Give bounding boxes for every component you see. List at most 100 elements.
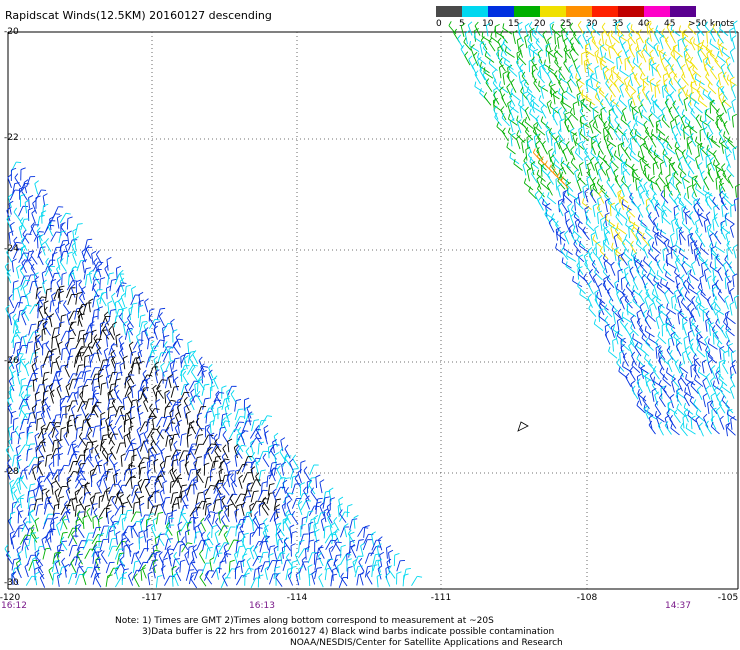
wind-barb	[646, 75, 657, 87]
wind-barb	[538, 95, 548, 108]
wind-barb	[70, 405, 76, 420]
wind-barb	[597, 196, 603, 211]
wind-barb	[32, 556, 38, 571]
wind-barb	[575, 73, 585, 85]
wind-barb	[233, 421, 245, 433]
wind-barb	[640, 109, 651, 122]
time-label: 16:12	[1, 601, 27, 611]
wind-barb	[234, 565, 241, 580]
wind-barb	[98, 532, 105, 546]
wind-barb	[673, 409, 681, 424]
wind-barb	[291, 510, 299, 525]
wind-barb	[190, 558, 198, 572]
wind-barb	[20, 275, 30, 287]
wind-barb	[270, 467, 276, 482]
wind-barb	[45, 238, 52, 252]
wind-barb	[508, 114, 518, 126]
wind-barb	[695, 219, 700, 234]
wind-barb	[138, 461, 145, 475]
wind-barb	[154, 361, 160, 376]
wind-barb	[38, 444, 45, 459]
wind-barb	[710, 365, 716, 380]
wind-barb	[658, 379, 667, 393]
wind-barb	[592, 121, 602, 134]
wind-barb	[631, 105, 637, 120]
wind-barb	[629, 135, 635, 150]
wind-barb	[131, 384, 137, 399]
wind-barb	[65, 508, 71, 523]
wind-barb	[49, 213, 61, 224]
time-label: 14:37	[665, 601, 691, 611]
wind-barb	[718, 373, 728, 387]
wind-barb	[702, 56, 708, 71]
wind-barb	[596, 178, 606, 192]
wind-barb	[129, 350, 137, 364]
wind-barb	[107, 545, 118, 557]
wind-barb	[307, 539, 315, 553]
wind-barb	[165, 434, 173, 447]
wind-barb	[598, 38, 608, 52]
wind-barb	[177, 419, 183, 434]
wind-barb	[11, 370, 17, 385]
wind-barb	[12, 320, 20, 334]
wind-barb	[695, 184, 705, 196]
wind-barb	[221, 474, 230, 487]
wind-barb	[37, 319, 44, 333]
wind-barb	[115, 265, 122, 280]
wind-barb	[635, 44, 643, 59]
wind-barb	[172, 369, 178, 384]
wind-barb	[81, 286, 86, 301]
wind-barb	[558, 202, 564, 217]
wind-barb	[86, 507, 92, 522]
wind-barb	[26, 176, 36, 188]
wind-barb	[82, 492, 91, 504]
wind-barb	[123, 418, 130, 433]
wind-barb	[386, 558, 392, 573]
wind-barb	[214, 530, 220, 545]
wind-barb	[628, 43, 635, 58]
wind-barb	[472, 62, 478, 77]
wind-barb	[31, 404, 37, 419]
wind-barb	[641, 156, 651, 169]
wind-barb	[162, 370, 168, 384]
wind-barb	[19, 534, 31, 545]
wind-barb	[94, 564, 100, 579]
wind-barb	[699, 274, 705, 289]
wind-barb	[170, 417, 176, 432]
wind-barb	[731, 84, 736, 99]
wind-barb	[678, 197, 688, 211]
wind-barb	[225, 460, 231, 475]
wind-barb	[249, 545, 255, 560]
wind-barb	[317, 552, 324, 567]
wind-barb	[717, 38, 728, 51]
wind-barb	[170, 491, 179, 505]
wind-barb	[587, 280, 594, 295]
wind-barb	[275, 573, 283, 587]
wind-barb	[725, 400, 734, 414]
wind-barb	[570, 157, 579, 172]
wind-barb	[146, 524, 152, 538]
wind-barb	[128, 328, 134, 343]
wind-barb	[579, 289, 590, 301]
wind-barb	[645, 288, 654, 303]
legend-swatch-35-40	[618, 6, 644, 17]
wind-barb	[222, 444, 229, 459]
wind-barb	[23, 536, 29, 551]
wind-barb	[92, 403, 99, 418]
wind-barb	[197, 469, 204, 484]
wind-barb	[66, 479, 72, 494]
wind-barb	[84, 413, 91, 428]
wind-barb	[519, 63, 526, 78]
wind-barb	[234, 508, 240, 523]
wind-barb	[225, 395, 231, 410]
wind-barb	[211, 524, 218, 538]
wind-barb	[637, 150, 648, 163]
wind-barb	[705, 72, 713, 86]
wind-barb	[517, 119, 522, 134]
wind-barb	[578, 141, 584, 155]
wind-barb	[75, 511, 85, 523]
wind-barb	[474, 21, 481, 36]
wind-barb	[48, 263, 53, 278]
wind-barb	[608, 297, 617, 311]
wind-barb	[669, 394, 675, 409]
